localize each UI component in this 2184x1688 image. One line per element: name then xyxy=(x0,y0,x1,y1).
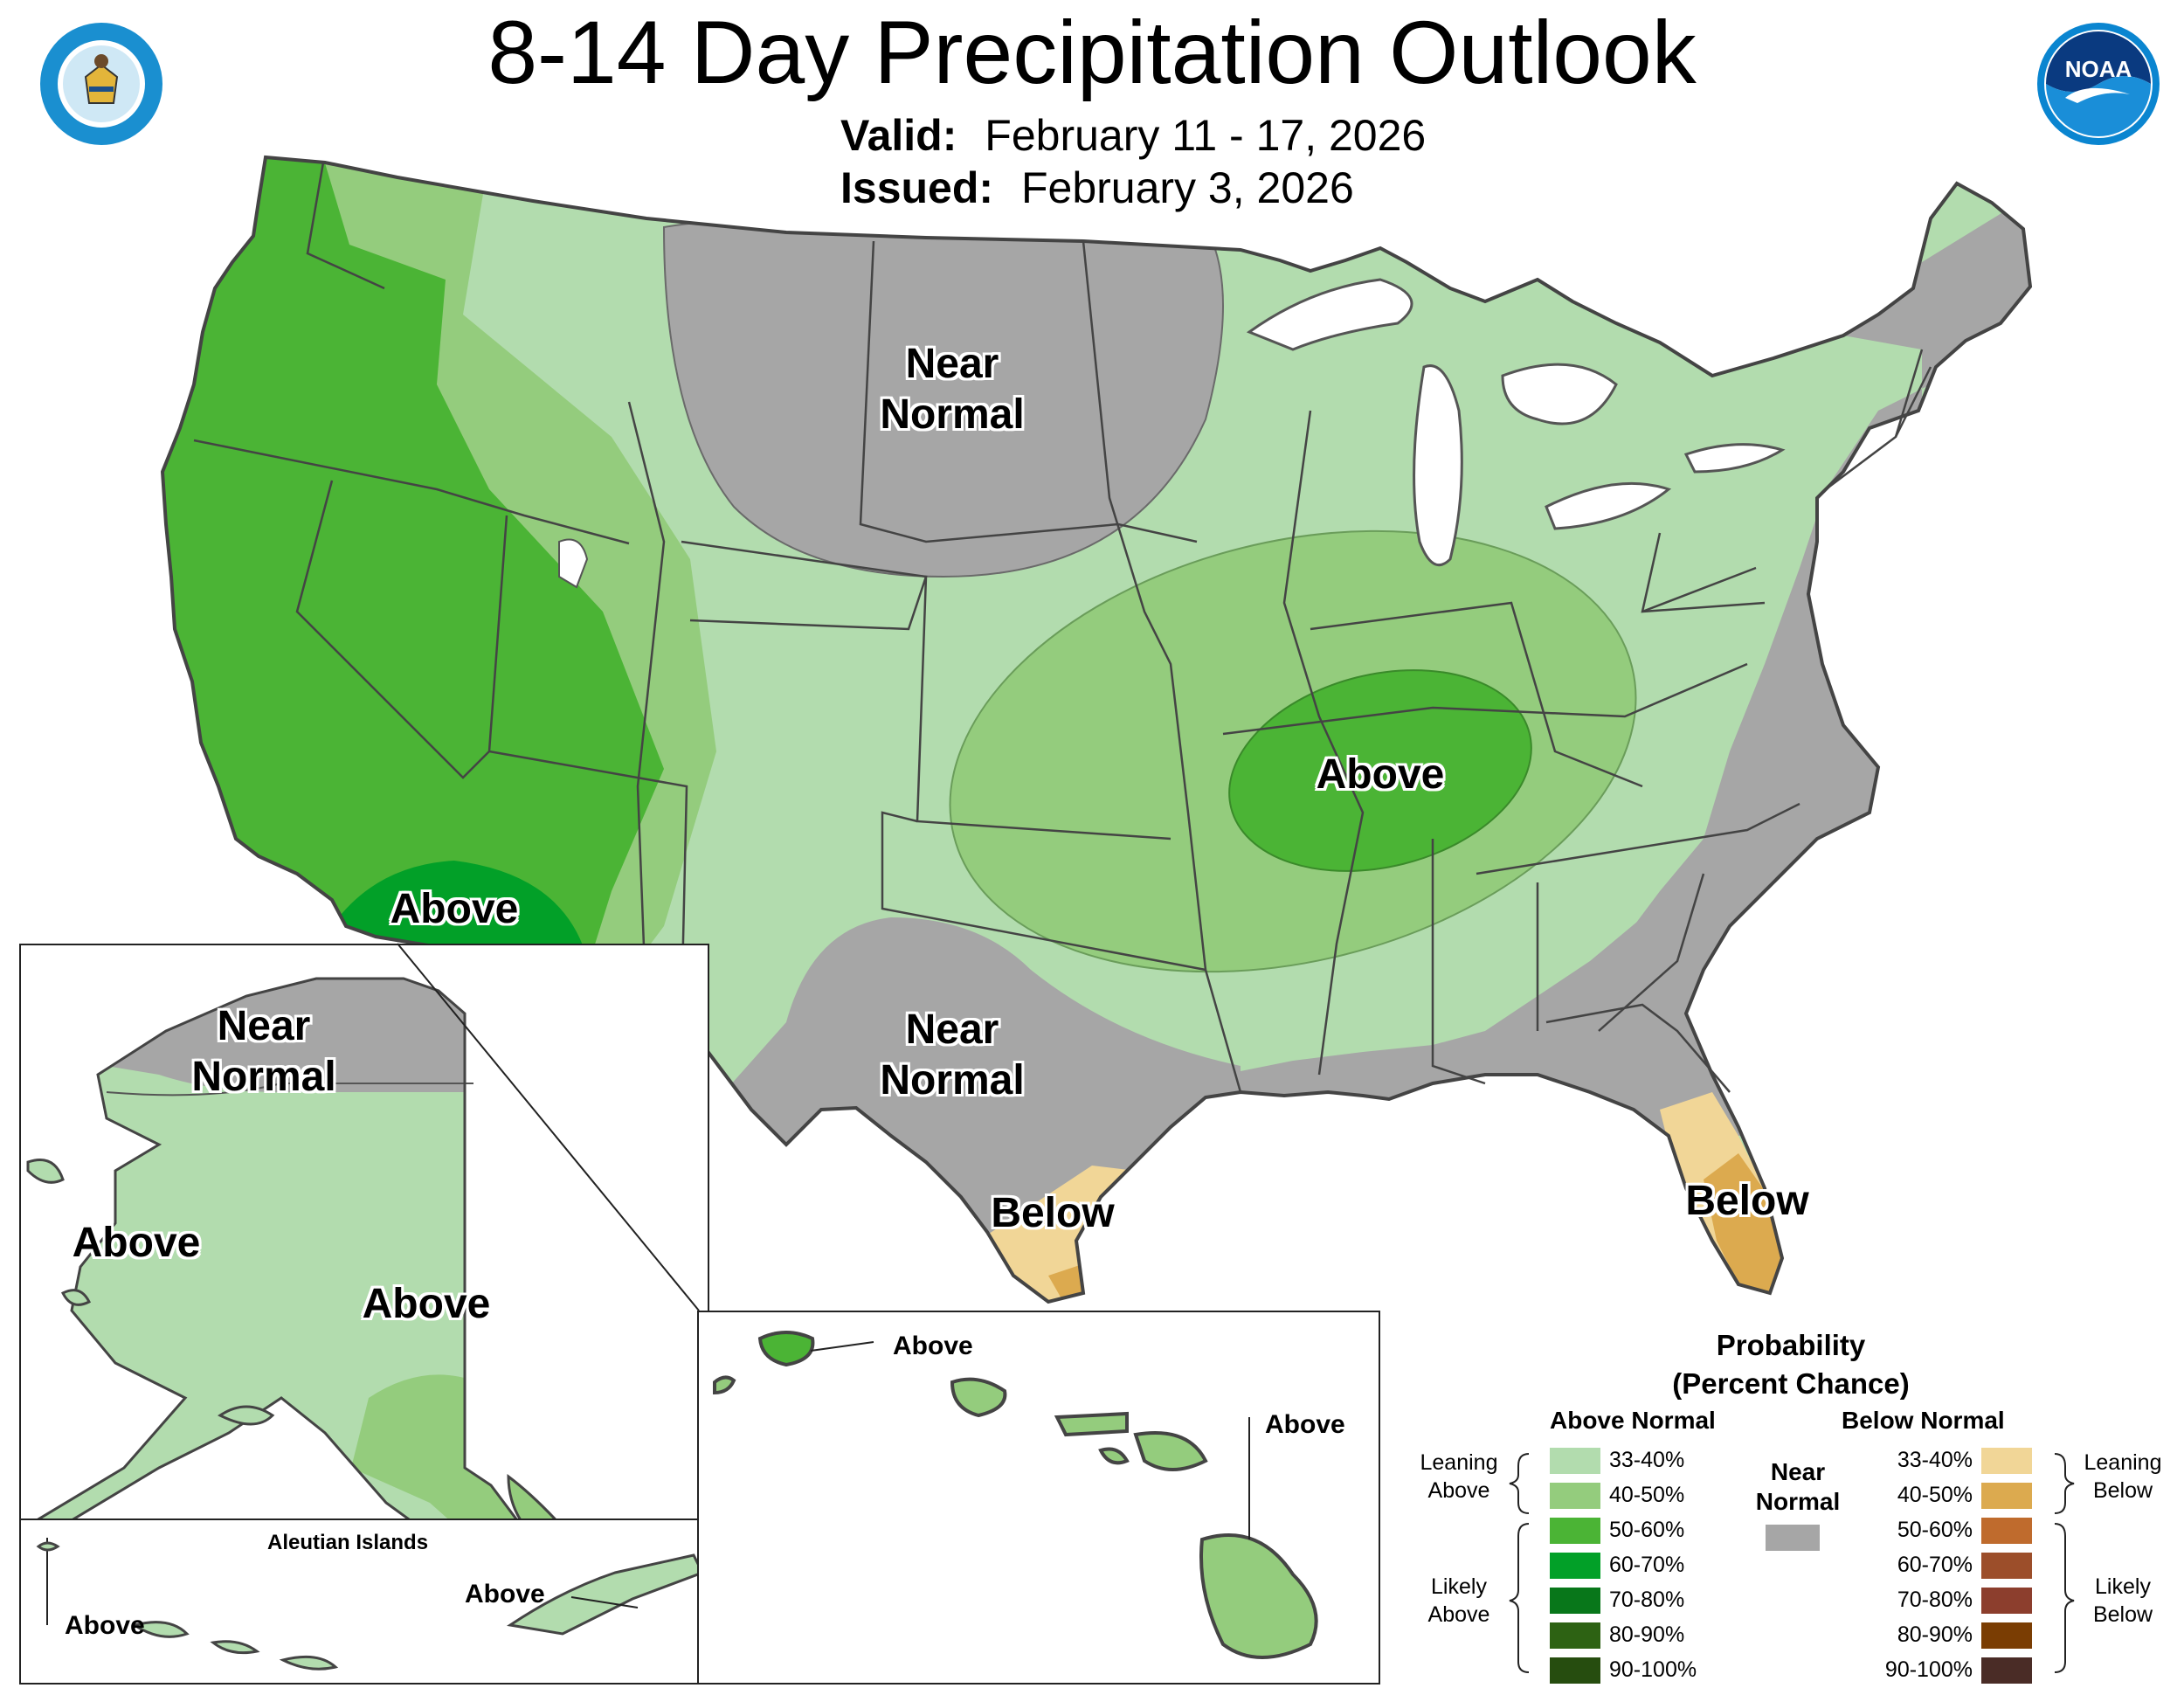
legend-above-header: Above Normal xyxy=(1550,1407,1716,1434)
hawaii-kauai-above-label: Above xyxy=(893,1332,973,1360)
issued-label: Issued: xyxy=(840,163,994,212)
aleutian-east-above-label: Above xyxy=(465,1580,545,1608)
legend-below-swatch xyxy=(1981,1622,2032,1649)
legend-above-bin-label: 70-80% xyxy=(1609,1588,1685,1612)
florida-below-label: Below xyxy=(1685,1178,1809,1224)
legend-title-line1: Probability xyxy=(1716,1329,1866,1361)
legend-below-bin-label: 70-80% xyxy=(1897,1588,1973,1612)
legend-below-bin-label: 50-60% xyxy=(1897,1518,1973,1542)
legend-likely-above: Likely Above xyxy=(1415,1573,1503,1629)
legend-likely-below-2: Below xyxy=(2092,1602,2153,1627)
legend-above-bin-label: 50-60% xyxy=(1609,1518,1685,1542)
probability-legend: Probability (Percent Chance) Above Norma… xyxy=(1398,1311,2184,1686)
gulf-near-normal-region xyxy=(1171,786,1835,1136)
legend-brackets xyxy=(1509,1453,2075,1673)
legend-above-swatch xyxy=(1550,1483,1600,1509)
state-borders xyxy=(193,162,1932,1093)
legend-below-bin-label: 60-70% xyxy=(1897,1553,1973,1577)
legend-below-bin-label: 40-50% xyxy=(1897,1483,1973,1507)
legend-likely-above-2: Above xyxy=(1427,1602,1490,1627)
legend-above-bin-label: 40-50% xyxy=(1609,1483,1685,1507)
legend-above-bin-label: 60-70% xyxy=(1609,1553,1685,1577)
aleutian-title: Aleutian Islands xyxy=(267,1531,429,1554)
hawaii-inset: Above Above xyxy=(697,1311,1380,1685)
legend-above-bin-label: 80-90% xyxy=(1609,1622,1685,1647)
valid-label: Valid: xyxy=(840,111,957,160)
texas-below-label: Below xyxy=(991,1190,1115,1236)
great-salt-lake xyxy=(558,538,589,589)
noaa-logo: NOAA xyxy=(2037,23,2160,145)
legend-above-bin-label: 90-100% xyxy=(1609,1657,1697,1682)
legend-leaning-above: Leaning Above xyxy=(1415,1449,1503,1505)
legend-likely-above-1: Likely xyxy=(1431,1574,1487,1599)
valid-value: February 11 - 17, 2026 xyxy=(985,111,1427,160)
texas-near-normal-text: Near Normal xyxy=(880,1007,1025,1103)
legend-above-swatch xyxy=(1550,1622,1600,1649)
alaska-inset xyxy=(19,944,709,1520)
ohio-valley-50-60-region xyxy=(1228,669,1532,872)
aleutian-west-above-label: Above xyxy=(65,1611,145,1640)
legend-leaning-below-1: Leaning xyxy=(2084,1450,2162,1475)
commerce-seal-logo xyxy=(40,23,162,145)
legend-above-swatch xyxy=(1550,1657,1600,1684)
legend-title-line2: (Percent Chance) xyxy=(1672,1367,1910,1400)
legend-leaning-above-2: Above xyxy=(1427,1478,1490,1503)
noaa-logo-text: NOAA xyxy=(2065,56,2132,82)
legend-below-swatch xyxy=(1981,1588,2032,1614)
southwest-above-label: Above xyxy=(390,886,519,932)
ohio-valley-above-label: Above xyxy=(1316,751,1445,798)
lake-erie xyxy=(1545,481,1672,530)
legend-above-swatch xyxy=(1550,1588,1600,1614)
legend-below-swatch xyxy=(1981,1448,2032,1474)
page-title: 8-14 Day Precipitation Outlook xyxy=(487,3,1697,102)
hawaii-big-island-above-label: Above xyxy=(1265,1410,1345,1439)
legend-below-bin-label: 80-90% xyxy=(1897,1622,1973,1647)
south-texas-33-40-region xyxy=(978,1166,1136,1302)
legend-below-swatch xyxy=(1981,1553,2032,1579)
legend-below-bin-label: 33-40% xyxy=(1897,1448,1973,1472)
legend-near-normal-line2: Normal xyxy=(1755,1488,1841,1515)
lake-superior xyxy=(1246,278,1413,351)
issued-value: February 3, 2026 xyxy=(1020,163,1354,212)
legend-leaning-above-1: Leaning xyxy=(1420,1450,1498,1475)
legend-below-swatch xyxy=(1981,1483,2032,1509)
legend-near-normal-line1: Near xyxy=(1770,1458,1826,1485)
issued-line: Issued: February 3, 2026 xyxy=(840,163,1354,213)
legend-likely-below-1: Likely xyxy=(2095,1574,2151,1599)
legend-leaning-below: Leaning Below xyxy=(2079,1449,2167,1505)
texas-near-normal-label: Near Normal xyxy=(856,1005,1048,1106)
north-near-normal-label: Near Normal xyxy=(856,339,1048,440)
legend-near-normal-label: Near Normal xyxy=(1744,1457,1852,1517)
legend-above-swatch xyxy=(1550,1518,1600,1544)
valid-line: Valid: February 11 - 17, 2026 xyxy=(840,110,1426,161)
aleutian-inset: Aleutian Islands Above Above xyxy=(19,1519,709,1685)
lake-michigan xyxy=(1413,364,1463,567)
lake-huron xyxy=(1501,363,1618,425)
lake-ontario xyxy=(1683,443,1786,474)
legend-title: Probability (Percent Chance) xyxy=(1398,1326,2184,1403)
legend-above-swatch xyxy=(1550,1448,1600,1474)
aleutian-islands-shapes xyxy=(36,1538,705,1671)
legend-below-header: Below Normal xyxy=(1842,1407,2005,1434)
legend-above-bin-label: 33-40% xyxy=(1609,1448,1685,1472)
legend-below-swatch xyxy=(1981,1518,2032,1544)
legend-leaning-below-2: Below xyxy=(2092,1478,2153,1503)
north-near-normal-text: Near Normal xyxy=(880,341,1025,438)
legend-below-swatch xyxy=(1981,1657,2032,1684)
west-50-60-region xyxy=(162,157,664,1031)
florida-40-50-region xyxy=(1704,1153,1782,1293)
legend-below-bin-label: 90-100% xyxy=(1884,1657,1973,1682)
legend-likely-below: Likely Below xyxy=(2079,1573,2167,1629)
hawaii-islands-shapes xyxy=(713,1331,1318,1659)
legend-near-normal-swatch xyxy=(1766,1525,1820,1551)
legend-above-swatch xyxy=(1550,1553,1600,1579)
